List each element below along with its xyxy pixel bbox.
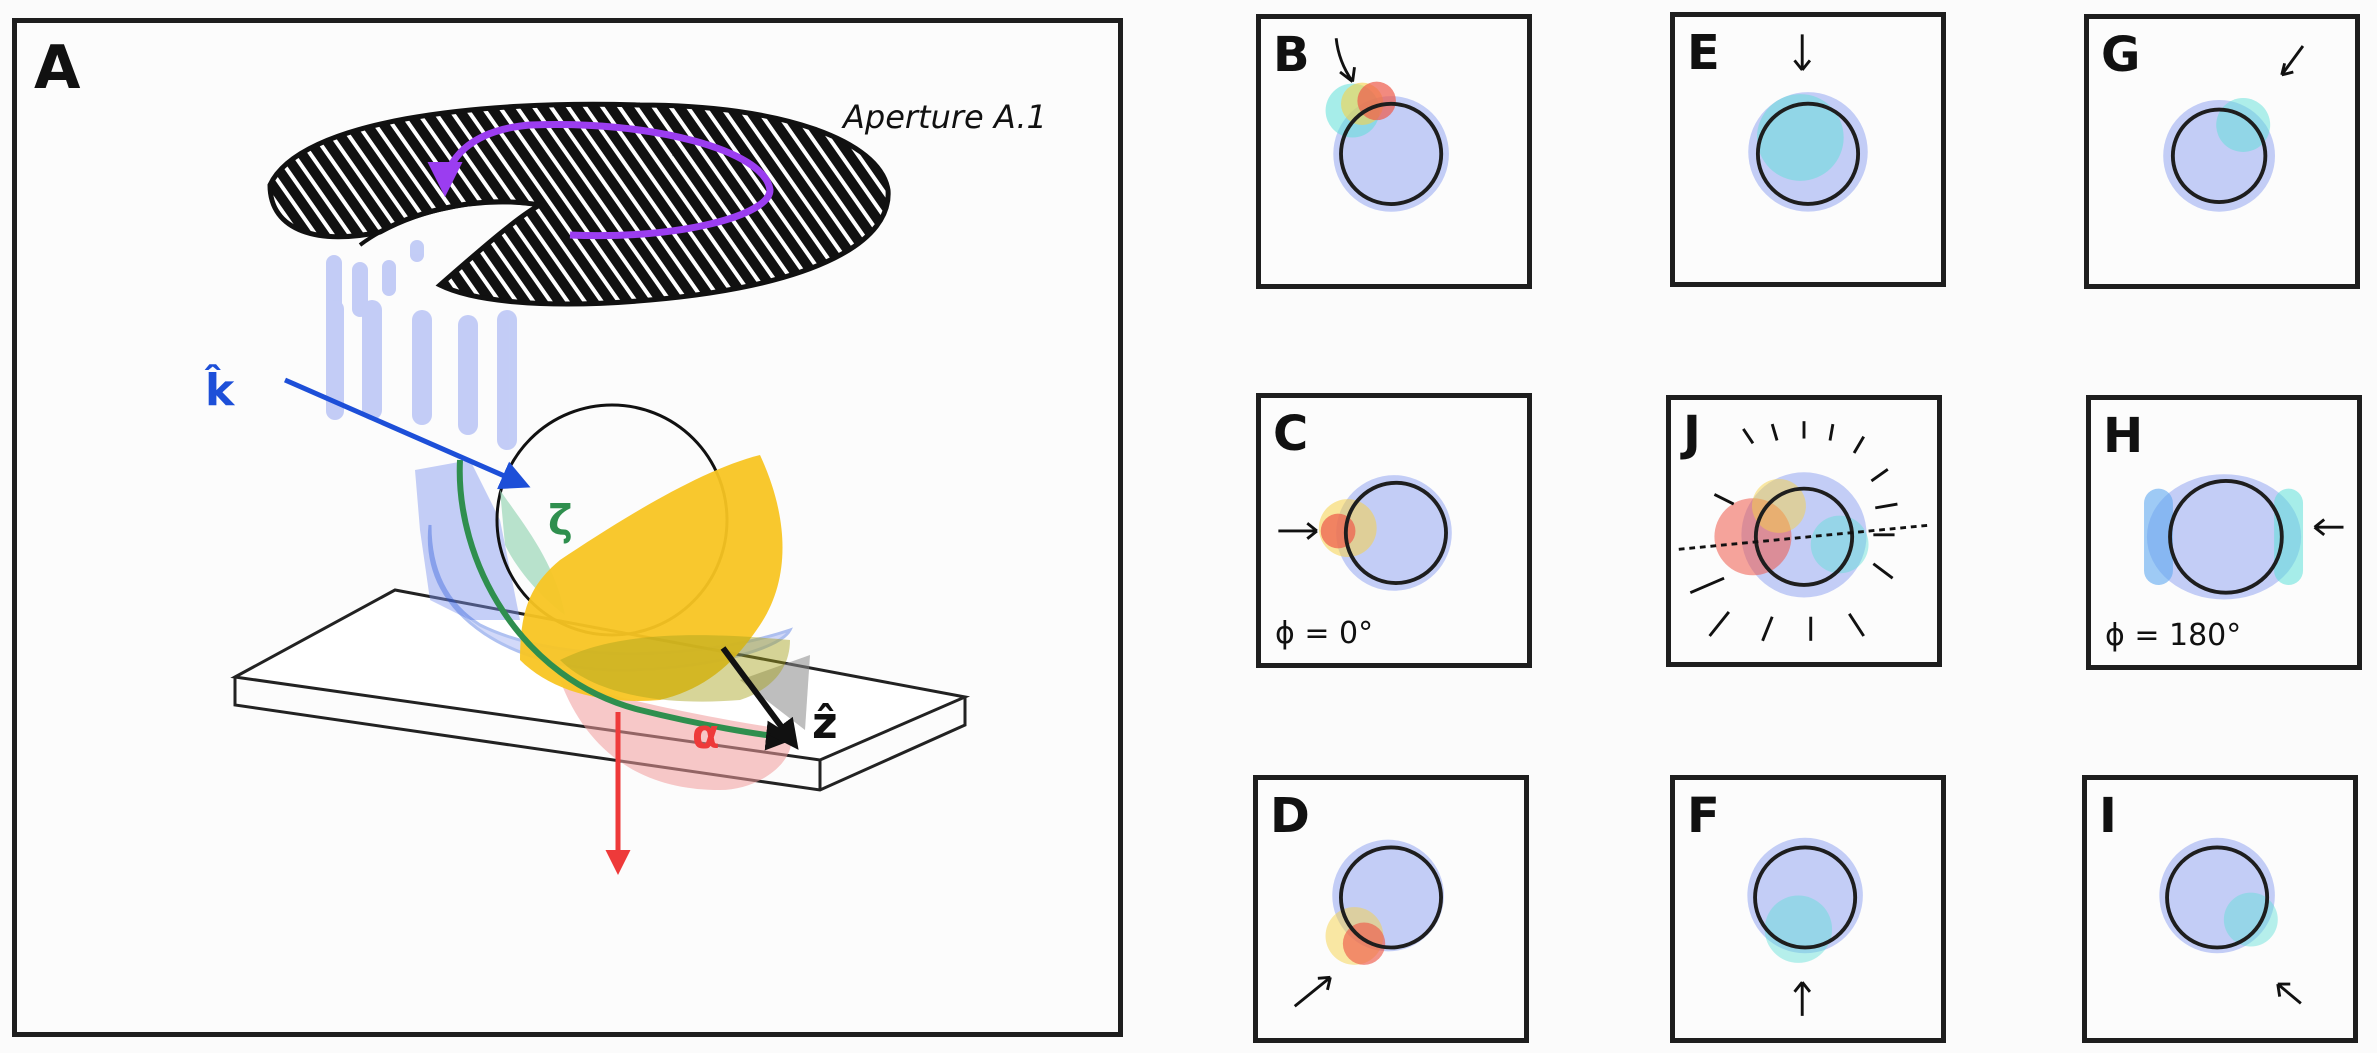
panel-d: D xyxy=(1253,775,1529,1043)
panel-f-label: F xyxy=(1687,788,1720,844)
panel-g: G xyxy=(2084,14,2360,289)
incident-arrow-icon xyxy=(2313,518,2344,537)
panel-h-label: H xyxy=(2103,408,2144,464)
ring xyxy=(1339,845,1443,950)
zeta-arc xyxy=(456,459,796,751)
blue-glow xyxy=(1747,837,1863,954)
blue-outline-arc xyxy=(427,524,793,672)
red-glow xyxy=(1342,922,1386,965)
cyan-glow xyxy=(1756,94,1844,181)
panel-h: H ϕ = 180° xyxy=(2086,395,2362,670)
alpha-label: α xyxy=(692,712,719,758)
panel-j-label: J xyxy=(1683,406,1701,462)
cyan-glow xyxy=(1764,895,1833,963)
phi-note: ϕ = 0° xyxy=(1275,616,1374,651)
incident-arrow-icon xyxy=(1334,38,1356,83)
ring xyxy=(1339,101,1444,206)
panel-f: F xyxy=(1670,775,1946,1043)
incident-arrow-icon xyxy=(2276,982,2302,1005)
panel-c: C ϕ = 0° xyxy=(1256,393,1532,668)
panel-g-label: G xyxy=(2101,27,2141,83)
panel-b: B xyxy=(1256,14,1532,289)
k-label: k̂ xyxy=(204,363,236,416)
ring xyxy=(1755,101,1861,206)
panel-i-label: I xyxy=(2099,788,2117,844)
ring xyxy=(1343,480,1448,585)
aperture-label: Aperture A.1 xyxy=(841,98,1047,136)
incident-arrow-icon xyxy=(1278,522,1318,540)
phi-note: ϕ = 180° xyxy=(2105,618,2242,653)
z-label: ẑ xyxy=(812,698,838,749)
left-band xyxy=(2144,488,2173,586)
yellow-shadow xyxy=(560,635,790,702)
blue-glow xyxy=(1336,475,1452,591)
purple-rotation-arrow xyxy=(427,120,774,240)
right-band xyxy=(2274,488,2304,586)
red-glow xyxy=(1320,513,1356,549)
yellow-shape xyxy=(520,455,783,701)
blue-glow xyxy=(2159,837,2275,954)
blue-glow xyxy=(2146,474,2302,600)
incident-arrow-icon xyxy=(1793,34,1812,71)
cyan-glow xyxy=(1810,515,1869,574)
panel-c-label: C xyxy=(1273,406,1309,462)
panel-e-label: E xyxy=(1687,25,1720,81)
panel-a-label: A xyxy=(34,33,81,103)
panel-d-label: D xyxy=(1270,788,1310,844)
incident-arrows-icon xyxy=(1689,421,1898,642)
zeta-label: ζ xyxy=(548,496,573,545)
incident-arrow-icon xyxy=(1793,981,1812,1016)
yellow-glow xyxy=(1751,478,1806,533)
ring xyxy=(2170,107,2268,205)
alpha-shadow xyxy=(560,680,792,790)
incident-arrow-icon xyxy=(1293,975,1332,1008)
panel-b-label: B xyxy=(1273,27,1310,83)
ring xyxy=(1753,845,1858,950)
panel-j: J xyxy=(1666,395,1942,667)
cyan-glow xyxy=(2223,892,2278,947)
ring xyxy=(2168,479,2284,595)
gray-shadow xyxy=(740,655,810,730)
incident-arrow-icon xyxy=(2280,45,2305,77)
panel-i: I xyxy=(2082,775,2358,1043)
ring xyxy=(2165,845,2270,950)
ring xyxy=(1753,486,1855,587)
k-arrow xyxy=(283,377,531,490)
panel-e: E xyxy=(1670,12,1946,287)
light-columns xyxy=(326,240,517,450)
z-arrow xyxy=(720,646,799,750)
